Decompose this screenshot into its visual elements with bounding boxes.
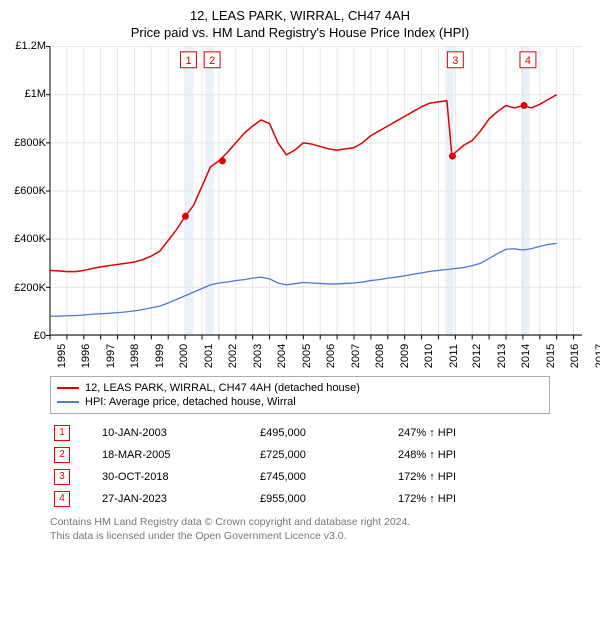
legend-entry: 12, LEAS PARK, WIRRAL, CH47 4AH (detache… <box>57 381 543 395</box>
y-tick-label: £1M <box>25 88 46 100</box>
legend-label: HPI: Average price, detached house, Wirr… <box>85 396 296 408</box>
x-axis-labels: 1995 1996 1997 1998 1999 2000 2001 2002 2003 2004… <box>50 336 582 370</box>
note-suffix: HPI <box>438 471 456 483</box>
note-price: £955,000 <box>256 488 394 510</box>
arrow-up-icon: ↑ <box>429 471 435 483</box>
note-pct: 248% ↑ HPI <box>394 444 544 466</box>
chart-area: £0£200K£400K£600K£800K£1M£1.2M 1234 <box>50 46 582 336</box>
note-suffix: HPI <box>438 449 456 461</box>
note-date: 10-JAN-2003 <box>98 422 256 444</box>
arrow-up-icon: ↑ <box>429 427 435 439</box>
note-pct-value: 247% <box>398 427 426 439</box>
note-date: 30-OCT-2018 <box>98 466 256 488</box>
note-marker: 1 <box>54 425 70 441</box>
x-tick-label: 2011 <box>448 344 460 368</box>
note-pct: 172% ↑ HPI <box>394 488 544 510</box>
x-tick-label: 2015 <box>545 344 557 368</box>
x-tick-label: 2009 <box>399 344 411 368</box>
x-tick-label: 1997 <box>105 344 117 368</box>
note-pct-value: 248% <box>398 449 426 461</box>
x-tick-label: 1999 <box>154 344 166 368</box>
arrow-up-icon: ↑ <box>429 493 435 505</box>
table-row: 427-JAN-2023£955,000172% ↑ HPI <box>50 488 544 510</box>
x-tick-label: 2010 <box>424 344 436 368</box>
legend-swatch <box>57 401 79 403</box>
note-price: £495,000 <box>256 422 394 444</box>
note-marker: 2 <box>54 447 70 463</box>
notes-table: 110-JAN-2003£495,000247% ↑ HPI218-MAR-20… <box>50 422 544 510</box>
y-tick-label: £0 <box>34 330 46 342</box>
page-subtitle: Price paid vs. HM Land Registry's House … <box>12 25 588 40</box>
y-tick-label: £600K <box>14 185 46 197</box>
x-tick-label: 2006 <box>326 344 338 368</box>
x-tick-label: 2012 <box>472 344 484 368</box>
svg-text:1: 1 <box>185 55 191 67</box>
x-tick-label: 1996 <box>81 344 93 368</box>
table-row: 330-OCT-2018£745,000172% ↑ HPI <box>50 466 544 488</box>
y-tick-label: £400K <box>14 233 46 245</box>
legend-entry: HPI: Average price, detached house, Wirr… <box>57 395 543 409</box>
x-tick-label: 2013 <box>496 344 508 368</box>
note-price: £745,000 <box>256 466 394 488</box>
x-tick-label: 2017 <box>594 344 600 368</box>
x-tick-label: 1998 <box>130 344 142 368</box>
svg-text:2: 2 <box>209 55 215 67</box>
note-suffix: HPI <box>438 427 456 439</box>
legend-swatch <box>57 387 79 389</box>
x-tick-label: 2014 <box>521 344 533 368</box>
note-price: £725,000 <box>256 444 394 466</box>
note-suffix: HPI <box>438 493 456 505</box>
table-row: 218-MAR-2005£725,000248% ↑ HPI <box>50 444 544 466</box>
svg-text:3: 3 <box>452 55 458 67</box>
x-tick-label: 2001 <box>203 344 215 368</box>
table-row: 110-JAN-2003£495,000247% ↑ HPI <box>50 422 544 444</box>
y-axis-labels: £0£200K£400K£600K£800K£1M£1.2M <box>12 46 48 336</box>
y-tick-label: £800K <box>14 137 46 149</box>
footer-line-2: This data is licensed under the Open Gov… <box>50 530 550 544</box>
arrow-up-icon: ↑ <box>429 449 435 461</box>
note-date: 18-MAR-2005 <box>98 444 256 466</box>
x-tick-label: 2008 <box>375 344 387 368</box>
y-tick-label: £1.2M <box>15 40 46 52</box>
x-tick-label: 1995 <box>56 344 68 368</box>
footer-line-1: Contains HM Land Registry data © Crown c… <box>50 516 550 530</box>
page-title: 12, LEAS PARK, WIRRAL, CH47 4AH <box>12 8 588 23</box>
page: 12, LEAS PARK, WIRRAL, CH47 4AH Price pa… <box>0 0 600 620</box>
x-tick-label: 2000 <box>179 344 191 368</box>
legend: 12, LEAS PARK, WIRRAL, CH47 4AH (detache… <box>50 376 550 414</box>
footer: Contains HM Land Registry data © Crown c… <box>50 516 550 543</box>
svg-text:4: 4 <box>525 55 531 67</box>
note-pct: 172% ↑ HPI <box>394 466 544 488</box>
note-pct: 247% ↑ HPI <box>394 422 544 444</box>
x-tick-label: 2005 <box>301 344 313 368</box>
note-pct-value: 172% <box>398 471 426 483</box>
note-pct-value: 172% <box>398 493 426 505</box>
note-date: 27-JAN-2023 <box>98 488 256 510</box>
x-tick-label: 2003 <box>252 344 264 368</box>
chart-svg: 1 2 3 4 <box>50 46 582 336</box>
y-tick-label: £200K <box>14 282 46 294</box>
x-tick-label: 2007 <box>350 344 362 368</box>
legend-label: 12, LEAS PARK, WIRRAL, CH47 4AH (detache… <box>85 382 360 394</box>
x-tick-label: 2002 <box>228 344 240 368</box>
note-marker: 4 <box>54 491 70 507</box>
x-tick-label: 2016 <box>570 344 582 368</box>
note-marker: 3 <box>54 469 70 485</box>
x-tick-label: 2004 <box>277 344 289 368</box>
